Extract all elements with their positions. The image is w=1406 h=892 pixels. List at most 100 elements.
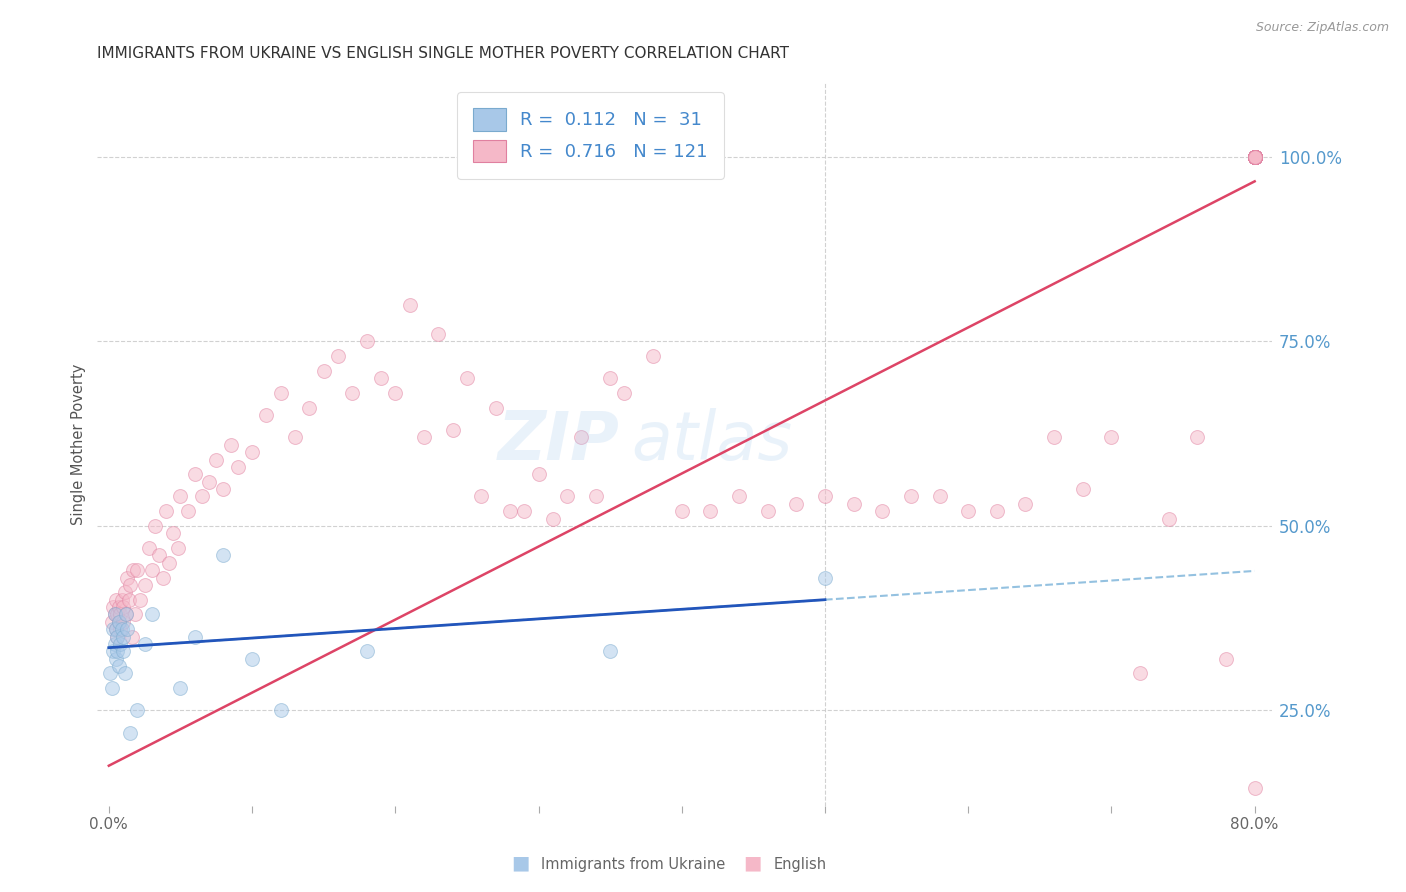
Point: [157, 556, 180, 570]
Point: [107, 630, 129, 644]
Point: [1243, 150, 1265, 164]
Point: [100, 681, 122, 696]
Point: [120, 578, 142, 592]
Text: ■: ■: [510, 854, 530, 872]
Point: [613, 386, 636, 401]
Point: [240, 651, 263, 665]
Text: ZIP: ZIP: [498, 409, 620, 475]
Point: [842, 497, 865, 511]
Point: [1243, 150, 1265, 164]
Point: [1243, 150, 1265, 164]
Point: [1243, 150, 1265, 164]
Point: [284, 430, 307, 444]
Point: [212, 482, 235, 496]
Point: [1243, 150, 1265, 164]
Point: [108, 615, 131, 629]
Point: [122, 563, 145, 577]
Point: [814, 570, 837, 584]
Point: [107, 630, 129, 644]
Point: [671, 504, 693, 518]
Text: atlas: atlas: [631, 409, 793, 475]
Point: [138, 541, 160, 555]
Point: [728, 490, 751, 504]
Point: [270, 703, 292, 717]
Point: [484, 401, 506, 415]
Point: [456, 371, 478, 385]
Point: [120, 725, 142, 739]
Point: [413, 430, 436, 444]
Point: [384, 386, 406, 401]
Point: [298, 401, 321, 415]
Point: [599, 371, 621, 385]
Point: [470, 490, 492, 504]
Point: [312, 364, 335, 378]
Point: [104, 651, 127, 665]
Point: [121, 630, 143, 644]
Point: [141, 563, 163, 577]
Point: [1243, 150, 1265, 164]
Point: [134, 637, 156, 651]
Text: Immigrants from Ukraine: Immigrants from Ukraine: [541, 857, 725, 872]
Point: [1243, 150, 1265, 164]
Point: [198, 475, 221, 489]
Point: [104, 592, 127, 607]
Point: [541, 511, 564, 525]
Point: [176, 504, 198, 518]
Point: [1243, 150, 1265, 164]
Point: [1243, 150, 1265, 164]
Legend: R =  0.112   N =  31, R =  0.716   N = 121: R = 0.112 N = 31, R = 0.716 N = 121: [457, 92, 724, 178]
Point: [270, 386, 292, 401]
Point: [155, 504, 177, 518]
Point: [1243, 150, 1265, 164]
Point: [1099, 430, 1122, 444]
Point: [1187, 430, 1209, 444]
Point: [152, 570, 174, 584]
Point: [205, 452, 228, 467]
Point: [103, 637, 125, 651]
Point: [101, 622, 124, 636]
Point: [254, 409, 277, 423]
Point: [162, 526, 184, 541]
Point: [1243, 150, 1265, 164]
Point: [785, 497, 807, 511]
Point: [108, 600, 131, 615]
Point: [599, 644, 621, 658]
Point: [1243, 150, 1265, 164]
Point: [1215, 651, 1237, 665]
Point: [870, 504, 893, 518]
Point: [169, 490, 191, 504]
Point: [226, 459, 249, 474]
Point: [110, 607, 132, 622]
Point: [1071, 482, 1094, 496]
Point: [112, 600, 135, 615]
Point: [166, 541, 188, 555]
Point: [1243, 150, 1265, 164]
Point: [571, 430, 593, 444]
Point: [928, 490, 950, 504]
Point: [1243, 150, 1265, 164]
Point: [129, 592, 152, 607]
Point: [191, 490, 214, 504]
Point: [441, 423, 464, 437]
Point: [1043, 430, 1066, 444]
Point: [117, 570, 139, 584]
Point: [114, 585, 136, 599]
Point: [148, 549, 170, 563]
Point: [134, 578, 156, 592]
Point: [1243, 150, 1265, 164]
Point: [127, 703, 149, 717]
Point: [957, 504, 980, 518]
Point: [1243, 150, 1265, 164]
Point: [118, 592, 141, 607]
Point: [499, 504, 522, 518]
Point: [1243, 780, 1265, 795]
Point: [104, 622, 127, 636]
Point: [101, 644, 124, 658]
Point: [527, 467, 550, 482]
Point: [1129, 666, 1152, 681]
Point: [1243, 150, 1265, 164]
Point: [114, 666, 136, 681]
Point: [112, 615, 135, 629]
Point: [814, 490, 837, 504]
Point: [1243, 150, 1265, 164]
